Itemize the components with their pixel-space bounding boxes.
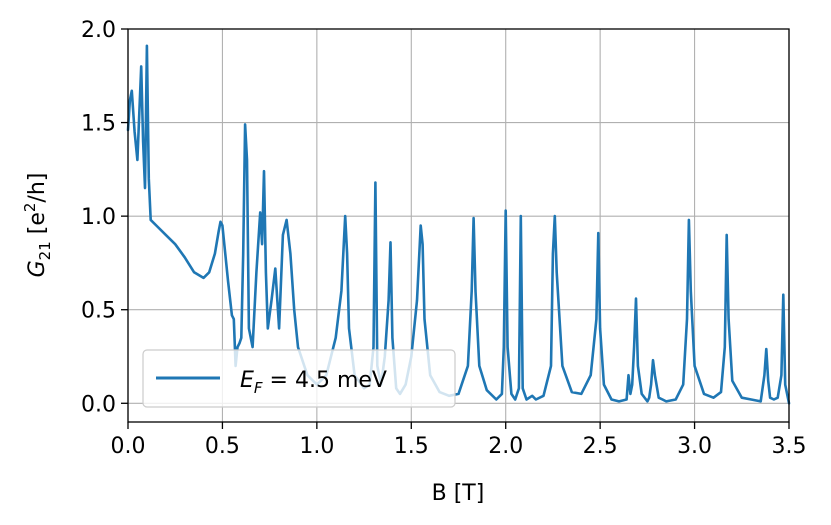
- y-tick-label: 0.0: [81, 392, 116, 417]
- x-axis-label: B [T]: [432, 481, 485, 506]
- legend-label-sub: F: [254, 379, 263, 397]
- legend-box: [142, 349, 456, 408]
- y-tick-label: 2.0: [81, 18, 116, 43]
- y-axis-label-main: G: [25, 260, 50, 277]
- x-tick-label: 1.5: [394, 434, 429, 459]
- y-axis-label-sub: 21: [36, 241, 54, 260]
- y-axis-label-unit-end: /h]: [25, 173, 50, 203]
- y-axis-label-sup: 2: [21, 203, 39, 213]
- x-tick-label: 2.0: [488, 434, 523, 459]
- y-axis-label-unit: [e: [25, 212, 50, 241]
- x-tick-label: 2.5: [583, 434, 618, 459]
- y-tick-label: 1.5: [81, 112, 116, 137]
- x-tick-label: 0.0: [111, 434, 146, 459]
- y-tick-label: 1.0: [81, 205, 116, 230]
- x-tick-label: 0.5: [205, 434, 240, 459]
- y-tick-label: 0.5: [81, 299, 116, 324]
- legend-label: EF = 4.5 meV: [240, 368, 387, 397]
- legend-label-rest: = 4.5 meV: [263, 368, 387, 393]
- plot-frame: [127, 28, 790, 423]
- y-axis-label: G21 [e2/h]: [21, 173, 54, 278]
- x-tick-label: 3.0: [677, 434, 712, 459]
- x-tick-label: 1.0: [299, 434, 334, 459]
- ticks: 0.0 0.5 1.0 1.5 2.0 2.5 3.0 3.5 0.0 0.5 1.0 1.5 2.0: [81, 18, 807, 459]
- legend-label-main: E: [240, 368, 254, 393]
- legend: EF = 4.5 meV: [142, 349, 456, 408]
- x-tick-label: 3.5: [772, 434, 807, 459]
